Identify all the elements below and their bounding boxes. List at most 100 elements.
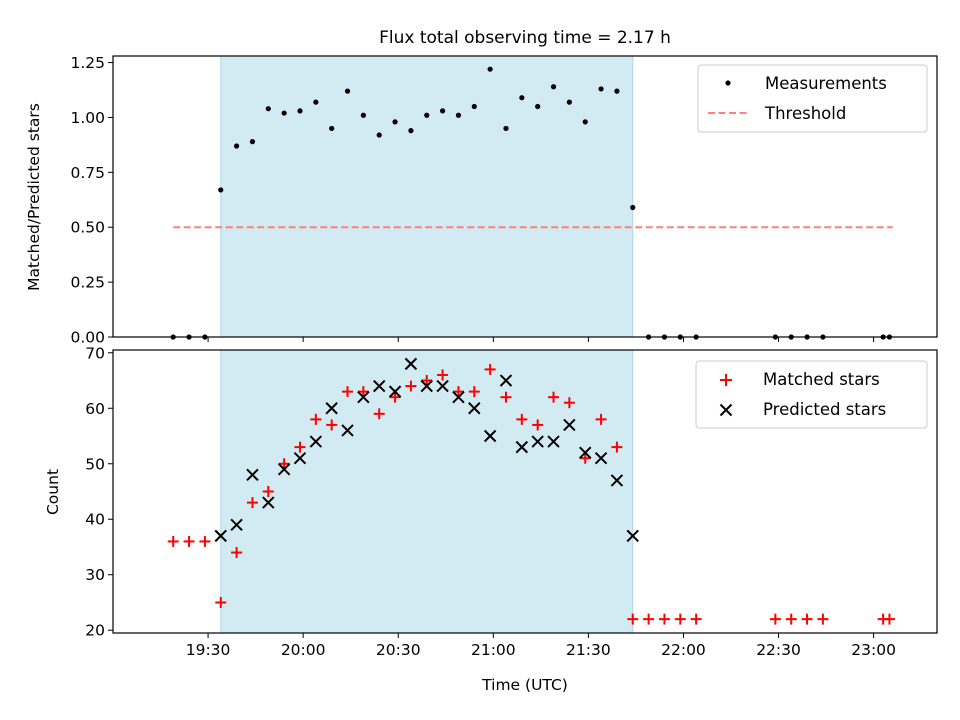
matched-stars-point <box>817 613 829 625</box>
chart-title: Flux total observing time = 2.17 h <box>379 28 671 48</box>
predicted-stars-point <box>246 468 259 482</box>
legend-marker-predicted-stars <box>719 403 733 417</box>
predicted-stars-point <box>610 474 624 487</box>
measurements-point <box>376 132 382 138</box>
bottom-shaded-region <box>220 349 634 634</box>
x-tick-label: 22:30 <box>756 641 801 659</box>
x-tick-label: 19:30 <box>186 641 231 659</box>
y-tick-label: 0.25 <box>70 274 105 292</box>
predicted-stars-point <box>341 424 354 437</box>
x-tick-label: 22:00 <box>661 641 706 659</box>
measurements-point <box>218 187 224 193</box>
matched-stars-point <box>516 413 528 425</box>
matched-stars-point <box>674 613 686 625</box>
measurements-point <box>424 112 430 118</box>
matched-stars-point <box>500 391 512 403</box>
top-axes: 0.00 0.25 0.50 0.75 1.00 1.25 Matched/Predict… <box>25 54 938 347</box>
predicted-stars-point <box>436 379 449 393</box>
matched-stars-point <box>611 441 623 453</box>
measurements-point <box>487 66 493 72</box>
observing-window-shade <box>220 349 634 634</box>
top-legend: Measurements Threshold <box>697 64 928 133</box>
measurements-point <box>440 108 446 114</box>
matched-stars-point <box>579 452 591 464</box>
matched-stars-point <box>627 613 639 625</box>
matched-stars-point <box>310 413 322 425</box>
matched-stars-point <box>801 613 813 625</box>
y-tick-label: 1.00 <box>70 109 105 127</box>
legend-marker-measurements <box>725 80 731 86</box>
matched-stars-point <box>373 408 385 420</box>
matched-stars-point <box>437 369 449 381</box>
predicted-stars-point <box>579 446 592 459</box>
predicted-stars-point <box>452 390 465 404</box>
top-y-axis-label: Matched/Predicted stars <box>25 103 43 291</box>
top-shaded-region <box>220 55 634 338</box>
matched-stars-point <box>452 386 464 398</box>
predicted-stars-point <box>626 529 639 543</box>
y-tick-label: 60 <box>85 400 105 418</box>
measurements-point <box>455 112 462 118</box>
predicted-stars-point <box>468 402 481 415</box>
measurements-point <box>234 143 240 149</box>
x-tick-label: 20:30 <box>376 641 421 659</box>
y-tick-label: 30 <box>85 566 105 584</box>
matched-stars-point <box>548 391 560 403</box>
measurements-point <box>297 108 303 114</box>
bottom-plot-area <box>167 357 895 625</box>
top-x-ticks <box>207 337 875 342</box>
predicted-stars-point <box>214 529 227 543</box>
y-tick-label: 0.75 <box>70 164 105 182</box>
matched-stars-point <box>357 386 369 398</box>
matched-stars-point <box>326 419 338 431</box>
matched-stars-point <box>294 441 306 453</box>
bottom-legend-box <box>695 360 928 429</box>
legend-label-matched-stars: Matched stars <box>763 370 880 389</box>
measurements-point <box>408 128 414 134</box>
measurements-point <box>265 106 271 112</box>
predicted-stars-point <box>531 435 544 448</box>
matched-stars-point <box>484 363 496 375</box>
x-tick-label: 21:00 <box>471 641 516 659</box>
matched-stars-point <box>405 380 417 392</box>
predicted-stars-point <box>594 451 608 465</box>
y-tick-label: 70 <box>85 344 105 362</box>
predicted-stars-point <box>277 463 291 476</box>
matched-stars-point <box>658 613 670 625</box>
measurements-point <box>582 119 588 125</box>
measurements-point <box>329 125 335 132</box>
matched-stars-point <box>231 547 243 559</box>
top-y-ticks: 0.00 0.25 0.50 0.75 1.00 1.25 <box>70 54 113 347</box>
legend-marker-matched-stars <box>720 374 732 386</box>
x-tick-label: 23:00 <box>851 641 896 659</box>
matched-stars-point <box>595 413 607 425</box>
measurements-point <box>360 112 366 118</box>
predicted-stars-point <box>293 451 307 465</box>
y-tick-label: 0.50 <box>70 219 105 237</box>
predicted-stars-point <box>309 435 323 448</box>
predicted-stars-point <box>515 440 529 454</box>
matched-stars-point <box>246 497 258 509</box>
legend-label-threshold: Threshold <box>764 104 846 123</box>
top-legend-box <box>697 64 928 133</box>
predicted-stars-point <box>499 374 513 387</box>
predicted-stars-point <box>483 429 497 443</box>
matched-stars-point <box>215 596 227 608</box>
predicted-stars-point <box>547 435 560 448</box>
x-tick-label: 20:00 <box>281 641 326 659</box>
top-axes-frame <box>112 55 938 338</box>
matched-stars-point <box>342 386 354 398</box>
y-tick-label: 0.00 <box>70 329 105 347</box>
matched-stars-point <box>421 375 433 387</box>
bottom-axes-frame <box>112 349 938 634</box>
bottom-x-ticks: 19:30 20:00 20:30 21:00 21:30 22:00 22:30 23:00 <box>186 633 896 659</box>
predicted-stars-point <box>325 402 338 415</box>
y-tick-label: 50 <box>85 455 105 473</box>
measurements-point <box>550 84 557 90</box>
bottom-axes: 20 30 40 50 60 70 19:30 20:00 20:30 21:00 21:30 22… <box>44 344 938 694</box>
matched-stars-point <box>199 535 211 547</box>
matched-stars-point <box>690 613 702 625</box>
measurements-point <box>281 110 287 116</box>
matched-stars-point <box>468 386 480 398</box>
